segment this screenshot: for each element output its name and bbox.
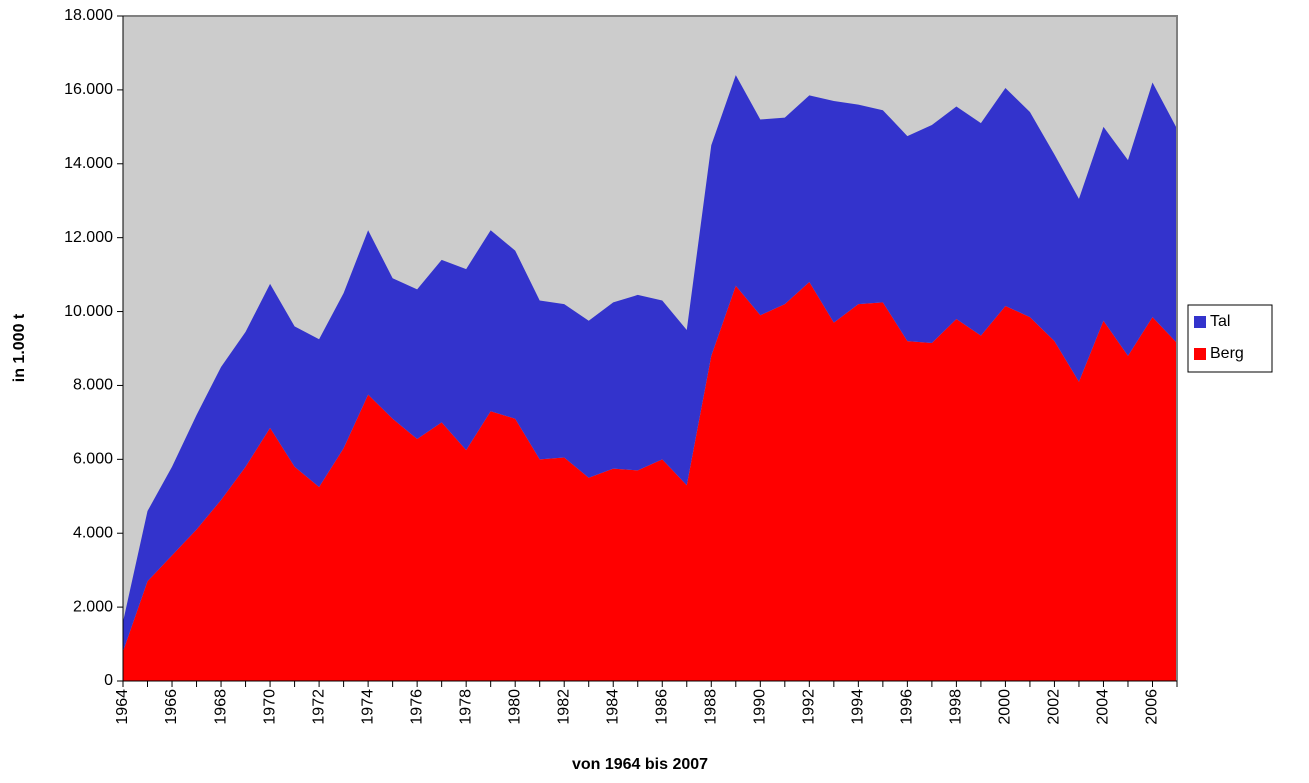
x-tick-label: 1974 xyxy=(359,689,376,725)
y-tick-label: 12.000 xyxy=(64,229,113,246)
y-tick-label: 18.000 xyxy=(64,7,113,24)
x-tick-label: 2004 xyxy=(1095,689,1112,725)
x-tick-label: 1964 xyxy=(114,689,131,725)
x-tick-label: 2000 xyxy=(997,689,1014,725)
x-tick-label: 1992 xyxy=(801,689,818,725)
y-tick-label: 16.000 xyxy=(64,81,113,98)
y-tick-label: 4.000 xyxy=(73,524,113,541)
legend-label: Tal xyxy=(1210,313,1230,330)
x-tick-label: 1976 xyxy=(408,689,425,725)
y-tick-label: 8.000 xyxy=(73,377,113,394)
y-tick-label: 6.000 xyxy=(73,451,113,468)
plot-border xyxy=(123,15,1178,681)
y-tick-label: 10.000 xyxy=(64,303,113,320)
area xyxy=(123,282,1177,681)
x-tick-label: 1978 xyxy=(457,689,474,725)
legend-label: Berg xyxy=(1210,345,1244,362)
y-axis-label: in 1.000 t xyxy=(11,313,28,382)
x-tick-label: 1970 xyxy=(261,689,278,725)
x-tick-label: 1980 xyxy=(506,689,523,725)
x-tick-label: 1998 xyxy=(948,689,965,725)
legend-swatch xyxy=(1194,348,1206,360)
x-tick-label: 1988 xyxy=(702,689,719,725)
x-tick-label: 1994 xyxy=(850,689,867,725)
area xyxy=(123,75,1177,652)
y-tick-label: 2.000 xyxy=(73,598,113,615)
x-tick-label: 1990 xyxy=(752,689,769,725)
legend-swatch xyxy=(1194,316,1206,328)
x-tick-label: 1968 xyxy=(212,689,229,725)
x-tick-label: 1966 xyxy=(163,689,180,725)
y-tick-label: 14.000 xyxy=(64,155,113,172)
x-tick-label: 1986 xyxy=(653,689,670,725)
x-tick-label: 2006 xyxy=(1144,689,1161,725)
x-tick-label: 1984 xyxy=(604,689,621,725)
x-tick-label: 1982 xyxy=(555,689,572,725)
x-tick-label: 1972 xyxy=(310,689,327,725)
x-tick-label: 2002 xyxy=(1046,689,1063,725)
y-tick-label: 0 xyxy=(104,672,113,689)
x-axis-label: von 1964 bis 2007 xyxy=(572,756,708,773)
x-tick-label: 1996 xyxy=(899,689,916,725)
